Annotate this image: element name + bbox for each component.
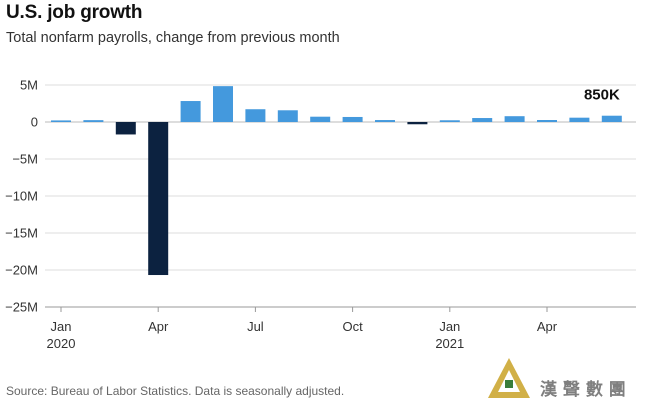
data-label-last: 850K [584, 87, 620, 104]
y-tick-label: −10M [5, 189, 38, 204]
y-tick-label: −25M [5, 300, 38, 315]
y-tick-label: 0 [31, 115, 38, 130]
bar [375, 120, 395, 122]
x-tick-label: Oct [342, 319, 363, 334]
bar [148, 122, 169, 276]
source-note: Source: Bureau of Labor Statistics. Data… [6, 384, 345, 398]
bar [407, 122, 428, 125]
bar [472, 118, 493, 122]
x-tick-label: Jan [439, 319, 460, 334]
x-tick-label: Apr [148, 319, 169, 334]
x-tick-year-label: 2020 [47, 336, 76, 351]
bar [245, 109, 266, 122]
y-tick-label: −5M [12, 152, 38, 167]
y-tick-label: −20M [5, 263, 38, 278]
bar [83, 120, 104, 122]
bar [115, 122, 136, 135]
x-tick-year-label: 2021 [435, 336, 464, 351]
y-tick-label: −15M [5, 226, 38, 241]
bar [601, 115, 622, 122]
watermark-text: 漢 聲 數 團 [540, 380, 626, 400]
bar [342, 116, 363, 122]
bar [51, 120, 71, 122]
bar [504, 116, 525, 122]
bar [537, 120, 557, 122]
x-tick-label: Jul [247, 319, 264, 334]
bar [439, 120, 460, 122]
chart-title: U.S. job growth [6, 2, 143, 23]
x-tick-label: Jan [51, 319, 72, 334]
watermark-logo-icon [488, 358, 530, 398]
bar [277, 110, 298, 122]
bar [213, 86, 233, 122]
chart-subtitle: Total nonfarm payrolls, change from prev… [6, 30, 340, 46]
x-tick-label: Apr [537, 319, 558, 334]
bar [310, 116, 331, 122]
y-tick-label: 5M [20, 78, 38, 93]
bar [180, 101, 201, 122]
bar [569, 117, 590, 122]
